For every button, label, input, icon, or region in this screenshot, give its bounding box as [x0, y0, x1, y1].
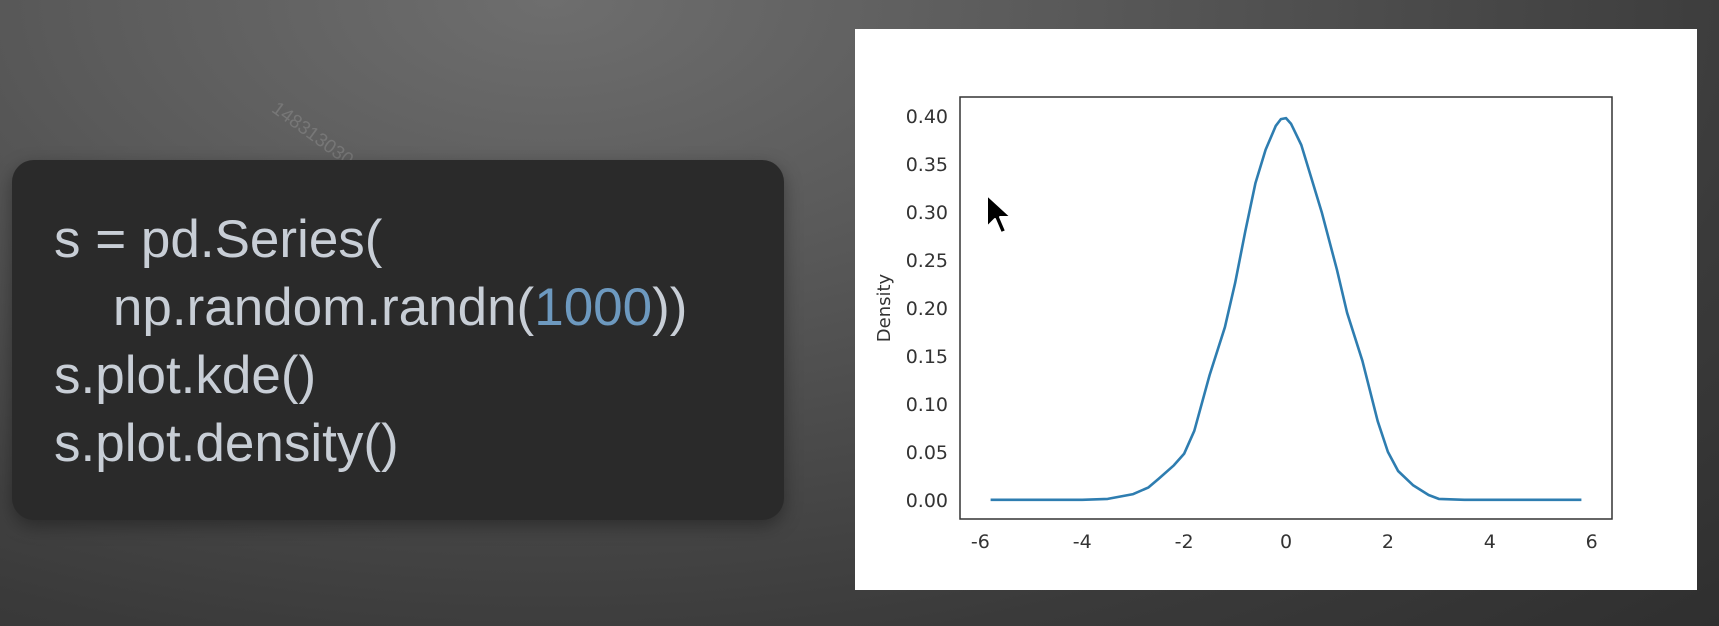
- y-tick-label: 0.40: [906, 106, 948, 128]
- code-number-literal: 1000: [534, 278, 653, 337]
- y-tick-label: 0.20: [906, 298, 948, 320]
- density-chart: 0.00 0.05 0.10 0.15 0.20 0.25 0.30 0.35 0.40 -6 -…: [874, 56, 1613, 578]
- chart-panel: 0.00 0.05 0.10 0.15 0.20 0.25 0.30 0.35 0.40 -6 -…: [855, 29, 1697, 590]
- code-token: np.random.randn(: [54, 278, 535, 337]
- y-tick-label: 0.10: [906, 394, 948, 416]
- y-tick-label: 0.30: [906, 202, 948, 224]
- code-token: )): [652, 278, 688, 337]
- code-line: s.plot.kde(): [54, 346, 316, 406]
- code-token: s.plot.density(): [54, 414, 399, 473]
- y-axis: 0.00 0.05 0.10 0.15 0.20 0.25 0.30 0.35 0.40: [906, 106, 948, 512]
- code-token: s = pd.Series(: [54, 210, 383, 269]
- x-tick-label: -4: [1073, 531, 1092, 553]
- code-line: s = pd.Series(: [54, 210, 382, 270]
- x-tick-label: -2: [1175, 531, 1194, 553]
- y-tick-label: 0.05: [906, 442, 948, 464]
- code-line: np.random.randn(1000)): [54, 278, 688, 338]
- y-axis-label: Density: [874, 273, 895, 342]
- y-tick-label: 0.35: [906, 154, 948, 176]
- x-tick-label: 6: [1586, 531, 1598, 553]
- mouse-cursor-icon: [985, 193, 1017, 242]
- x-tick-label: 4: [1484, 531, 1496, 553]
- y-tick-label: 0.15: [906, 346, 948, 368]
- y-tick-label: 0.25: [906, 250, 948, 272]
- code-line: s.plot.density(): [54, 414, 399, 474]
- x-tick-label: -6: [971, 531, 990, 553]
- code-panel: s = pd.Series( np.random.randn(1000)) s.…: [12, 160, 784, 520]
- code-token: s.plot.kde(): [54, 346, 317, 405]
- y-tick-label: 0.00: [906, 490, 948, 512]
- x-tick-label: 2: [1382, 531, 1394, 553]
